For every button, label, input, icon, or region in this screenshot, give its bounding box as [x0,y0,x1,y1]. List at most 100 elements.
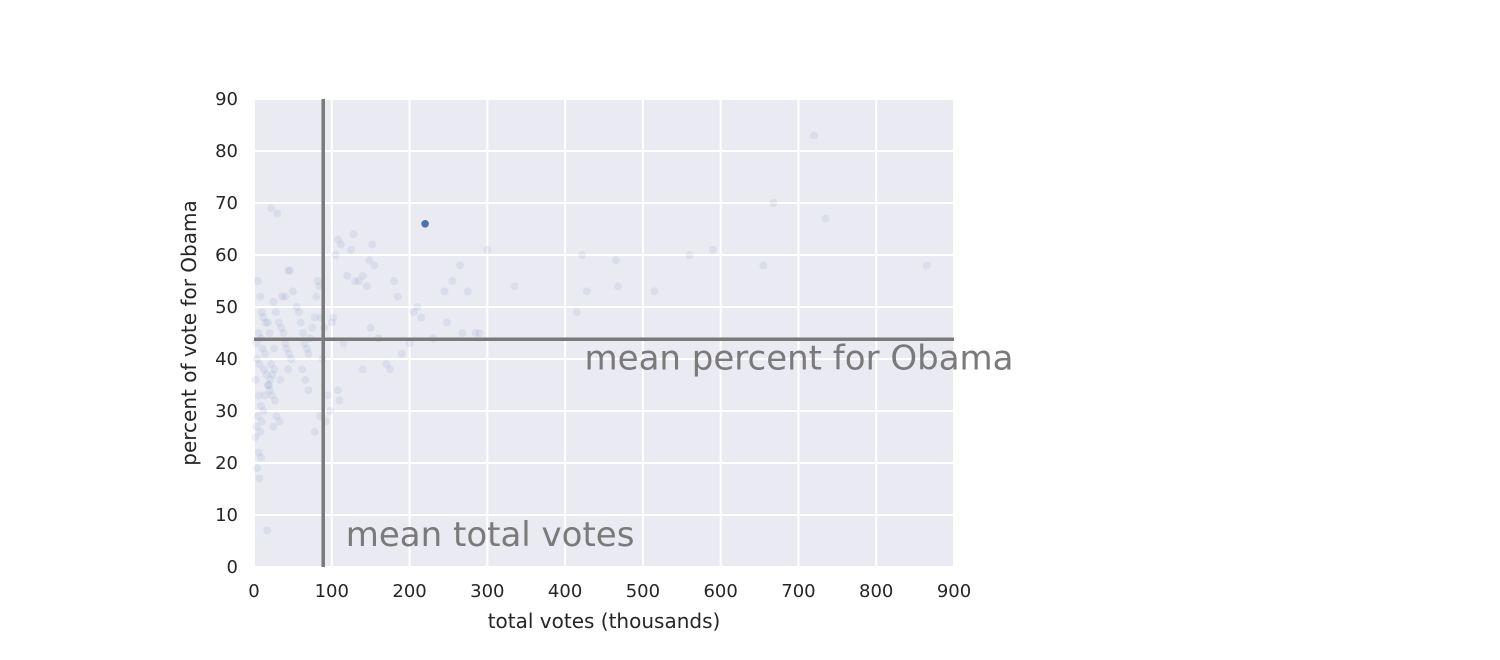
y-tick-labels: 0 10 20 30 40 50 60 70 80 90 [215,89,238,578]
data-point [284,266,293,275]
data-point [304,386,313,395]
data-point [310,427,319,436]
data-point [355,277,363,285]
x-tick-label: 100 [315,581,349,602]
data-point [463,287,472,296]
data-point [269,422,278,431]
y-tick-label: 70 [215,193,238,214]
y-tick-label: 90 [215,89,238,110]
data-point [368,240,377,249]
data-point [301,375,310,384]
data-point [362,282,371,291]
mean-percent-annotation: mean percent for Obama [585,338,1014,378]
data-point [365,256,374,265]
data-point [510,282,519,291]
data-point [260,349,269,358]
data-point [304,349,313,358]
data-point [323,391,332,400]
data-point [267,204,276,213]
data-point [284,365,293,374]
data-point [257,417,266,426]
data-point [268,370,277,379]
y-axis-label: percent of vote for Obama [177,200,201,465]
data-point [258,344,267,353]
data-point [483,245,492,254]
data-point [269,297,278,306]
data-point [922,261,931,270]
data-point [254,391,263,400]
data-point [409,308,418,317]
data-point [331,251,340,259]
data-point [265,329,274,337]
data-point [276,375,285,384]
data-point [278,292,286,301]
data-point [298,365,307,374]
data-point [287,355,296,363]
highlighted-data-point [421,220,429,228]
data-point [299,329,307,337]
data-point [313,277,322,285]
data-point [253,464,262,473]
data-point [266,375,275,384]
data-point [295,308,304,317]
x-tick-labels: 0 100 200 300 400 500 600 700 800 900 [248,581,971,602]
data-point [259,407,268,415]
data-point [614,282,622,291]
data-point [285,266,294,275]
data-point [270,344,279,353]
data-point [270,365,279,374]
data-point [370,261,379,270]
data-point [351,277,360,285]
data-point [254,448,263,457]
x-tick-label: 800 [859,581,893,602]
data-point [251,375,260,384]
data-point [440,287,449,296]
data-point [288,287,297,296]
data-point [349,230,358,239]
data-point [335,396,344,405]
data-point [253,355,262,363]
data-point [279,329,288,337]
data-point [405,339,414,348]
data-point [358,365,367,374]
y-tick-label: 10 [215,505,238,526]
grid-lines [253,98,955,568]
data-point [343,271,352,280]
data-point [281,292,290,301]
data-point [260,365,269,374]
x-tick-label: 900 [937,581,971,602]
data-point [308,323,317,332]
data-point [315,282,324,291]
data-point [253,412,262,421]
x-tick-label: 400 [548,581,582,602]
data-point [261,318,270,327]
y-tick-label: 20 [215,453,238,474]
data-point [256,427,265,436]
data-point [393,292,402,301]
data-point [456,261,465,270]
data-point [337,240,346,249]
data-point [259,313,268,322]
data-point [273,209,282,218]
data-point [650,287,659,296]
data-point [275,417,284,426]
data-point [386,365,395,374]
data-point [397,349,406,358]
data-point [285,349,293,358]
reference-lines [254,99,954,567]
data-point [390,277,398,285]
data-point [264,318,272,327]
data-point [327,318,336,327]
data-point [292,303,301,311]
data-point [475,329,484,337]
data-point [413,303,422,311]
x-tick-label: 300 [470,581,504,602]
mean-total-votes-annotation: mean total votes [346,515,635,555]
data-point [257,401,265,410]
data-point [263,526,272,535]
data-point [458,329,467,337]
data-point [262,370,271,379]
x-tick-label: 0 [248,581,259,602]
data-point [347,245,356,254]
